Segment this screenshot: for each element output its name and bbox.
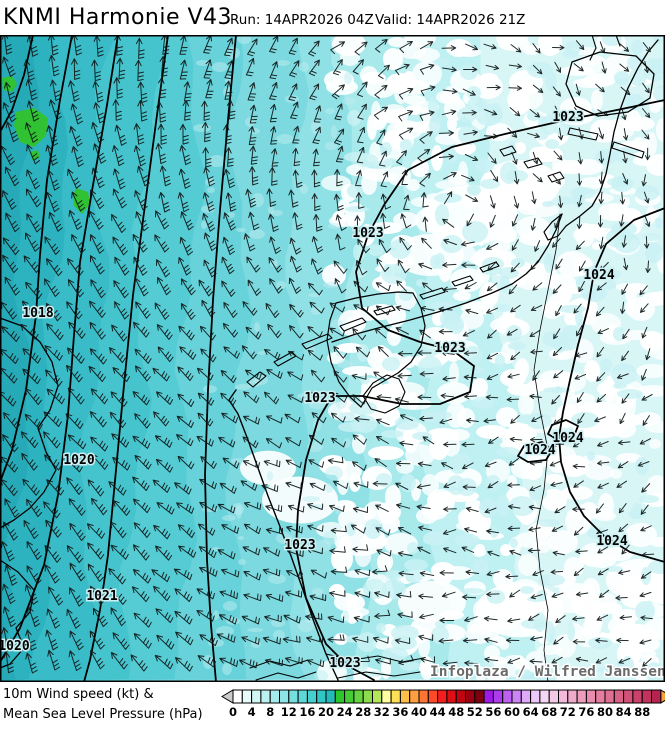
colorbar-right-arrow — [660, 689, 665, 704]
pressure-label: 1023 — [304, 391, 335, 406]
svg-text:80: 80 — [597, 705, 613, 719]
svg-text:84: 84 — [616, 705, 632, 719]
pressure-label: 1024 — [552, 431, 583, 446]
legend-line-2: Mean Sea Level Pressure (hPa) — [3, 707, 203, 722]
pressure-label: 1023 — [352, 226, 383, 241]
svg-text:52: 52 — [467, 705, 483, 719]
pressure-label: 1024 — [524, 443, 555, 458]
weather-map: 1018 1020 1020 1021 1023 1023 1023 1023 1023 1023… — [0, 35, 665, 682]
pressure-label: 1023 — [552, 110, 583, 125]
pressure-label: 1023 — [284, 538, 315, 553]
wind-barbs — [0, 35, 655, 674]
svg-text:16: 16 — [299, 705, 315, 719]
valid-label: Valid: 14APR2026 21Z — [375, 12, 526, 28]
svg-text:4: 4 — [248, 705, 256, 719]
pressure-label: 1020 — [63, 453, 94, 468]
pressure-label: 1024 — [583, 268, 614, 283]
svg-text:64: 64 — [523, 705, 539, 719]
svg-text:32: 32 — [374, 705, 390, 719]
svg-text:44: 44 — [430, 705, 446, 719]
svg-text:48: 48 — [448, 705, 464, 719]
svg-text:28: 28 — [355, 705, 371, 719]
svg-text:0: 0 — [229, 705, 237, 719]
colorbar-tick-labels: 0 4 8 12 16 20 24 28 32 36 40 44 48 52 56 60 64 68 72 76 80 8… — [229, 705, 650, 719]
svg-text:24: 24 — [337, 705, 353, 719]
svg-text:40: 40 — [411, 705, 427, 719]
model-title: KNMI Harmonie V43 — [3, 5, 233, 30]
wind-speed-fill — [0, 35, 538, 682]
pressure-label: 1021 — [86, 589, 117, 604]
svg-text:88: 88 — [634, 705, 650, 719]
weather-map-svg: 1018 1020 1020 1021 1023 1023 1023 1023 1023 1023… — [0, 35, 665, 682]
pressure-label: 1024 — [596, 534, 627, 549]
map-frame — [0, 35, 665, 682]
run-label: Run: 14APR2026 04Z — [230, 12, 374, 28]
svg-text:20: 20 — [318, 705, 334, 719]
svg-text:72: 72 — [560, 705, 576, 719]
svg-text:12: 12 — [281, 705, 297, 719]
legend-line-1: 10m Wind speed (kt) & — [3, 687, 154, 702]
header: KNMI Harmonie V43 Run: 14APR2026 04Z Val… — [0, 0, 665, 35]
svg-text:8: 8 — [266, 705, 274, 719]
svg-text:68: 68 — [541, 705, 557, 719]
svg-text:56: 56 — [485, 705, 501, 719]
pressure-label: 1018 — [22, 306, 53, 321]
pressure-labels: 1018 1020 1020 1021 1023 1023 1023 1023 1023 1023… — [0, 109, 629, 673]
pressure-label: 1023 — [434, 341, 465, 356]
colorbar-cells — [232, 689, 662, 704]
svg-text:60: 60 — [504, 705, 520, 719]
watermark-text: Infoplaza / Wilfred Janssen — [430, 664, 665, 680]
svg-text:76: 76 — [578, 705, 594, 719]
svg-text:36: 36 — [392, 705, 408, 719]
mottle — [193, 35, 665, 682]
legend: 10m Wind speed (kt) & Mean Sea Level Pre… — [0, 682, 665, 735]
pressure-label: 1023 — [329, 656, 360, 671]
colorbar-left-arrow — [221, 689, 234, 704]
colorbar-svg: 0 4 8 12 16 20 24 28 32 36 40 44 48 52 56 60 64 68 72 76 80 8… — [221, 689, 665, 719]
pressure-label: 1020 — [0, 639, 30, 654]
